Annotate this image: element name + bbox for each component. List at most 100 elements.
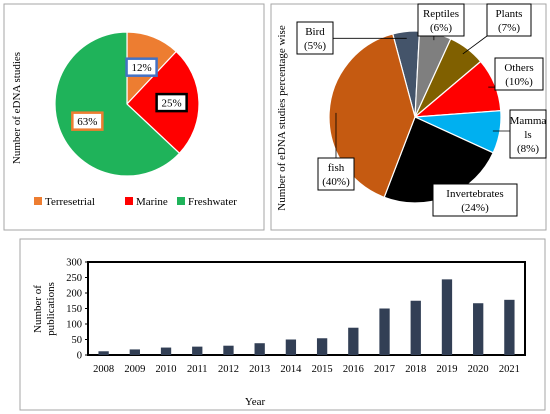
legend-label-marine: Marine xyxy=(136,196,168,208)
bar-2009 xyxy=(129,349,140,355)
callout-box-plants xyxy=(486,3,532,37)
pie-chart-taxa xyxy=(328,30,502,204)
bar-2008 xyxy=(98,351,109,355)
callout-name-invertebrates: Invertebrates xyxy=(446,188,503,200)
pie-slice-freshwater xyxy=(54,31,181,177)
callout-invertebrates: Invertebrates (24%) xyxy=(432,183,518,217)
panel-b-ylabel: Number of eDNA studies percentage wise xyxy=(276,25,288,211)
callout-name-plants: Plants xyxy=(496,8,523,20)
legend-item-freshwater: Freshwater xyxy=(177,196,237,208)
callout-pct-fish: (40%) xyxy=(322,176,350,188)
callout-box-fish xyxy=(317,157,355,191)
callout-leader-plants xyxy=(462,35,488,55)
callout-name-bird: Bird xyxy=(305,26,325,38)
bar-x-axis: 2008 2009 2010 2011 2012 2013 2014 2015 2016 2017… xyxy=(93,364,520,375)
x-tick-label-2018: 2018 xyxy=(405,364,426,375)
x-tick-label-2017: 2017 xyxy=(374,364,395,375)
callout-pct-bird: (5%) xyxy=(304,40,326,52)
panel-b: Number of eDNA studies percentage wise B… xyxy=(270,3,547,231)
callout-pct-invertebrates: (24%) xyxy=(461,202,489,214)
legend-label-freshwater: Freshwater xyxy=(188,196,237,208)
callout-box-invertebrates xyxy=(432,183,518,217)
bar-2019 xyxy=(441,279,453,355)
bar-2013 xyxy=(254,343,265,355)
taxa-callouts: Bird (5%) Reptiles (6%) Plants (7%) Others (10%… xyxy=(296,3,547,217)
legend-swatch-terresetrial xyxy=(34,197,42,205)
callout-bird: Bird (5%) xyxy=(296,21,407,55)
pie-label-freshwater: 63% xyxy=(77,116,97,128)
callout-reptiles: Reptiles (6%) xyxy=(417,3,465,41)
pie-slice-fish xyxy=(328,33,416,199)
legend-item-terresetrial: Terresetrial xyxy=(34,196,95,208)
x-tick-label-2013: 2013 xyxy=(249,364,270,375)
legend-swatch-freshwater xyxy=(177,197,185,205)
x-tick-label-2015: 2015 xyxy=(312,364,333,375)
callout-name-mammals: ls xyxy=(524,129,531,141)
callout-box-others xyxy=(494,57,544,91)
x-tick-label-2010: 2010 xyxy=(156,364,177,375)
x-tick-label-2019: 2019 xyxy=(436,364,457,375)
bar-2014 xyxy=(285,339,297,355)
callout-box-bird xyxy=(296,21,334,55)
bar-2015 xyxy=(316,338,328,355)
y-tick-label-0: 0 xyxy=(77,351,82,362)
callout-pct-mammals: (8%) xyxy=(517,143,539,155)
bar-2020 xyxy=(473,303,484,355)
pie-label-marine: 25% xyxy=(162,98,182,110)
y-tick-label-200: 200 xyxy=(66,289,82,300)
bar-2017 xyxy=(379,308,390,355)
callout-plants: Plants (7%) xyxy=(462,3,532,55)
callout-fish: fish (40%) xyxy=(317,112,355,191)
callout-others: Others (10%) xyxy=(488,57,544,91)
callout-name-reptiles: Reptiles xyxy=(423,8,459,20)
bar-y-axis: 0 50 100 150 200 250 300 xyxy=(66,258,88,362)
bar-xlabel: Year xyxy=(245,396,266,408)
x-tick-label-2020: 2020 xyxy=(468,364,489,375)
bar-2018 xyxy=(410,300,421,355)
y-tick-label-250: 250 xyxy=(66,273,82,284)
bar-ylabel-line-1: Number of xyxy=(32,285,44,333)
panel-a-ylabel: Number of eDNA studies xyxy=(11,52,23,164)
x-tick-label-2011: 2011 xyxy=(187,364,208,375)
x-tick-label-2012: 2012 xyxy=(218,364,239,375)
callout-box-reptiles xyxy=(417,3,465,37)
bar-2011 xyxy=(192,346,203,355)
callout-pct-others: (10%) xyxy=(505,76,533,88)
x-tick-label-2016: 2016 xyxy=(343,364,364,375)
x-tick-label-2021: 2021 xyxy=(499,364,520,375)
legend-label-terresetrial: Terresetrial xyxy=(45,196,95,208)
callout-box-mammals xyxy=(509,109,547,159)
panel-a: Number of eDNA studies 12% 25% 63% Terrese… xyxy=(3,3,265,231)
pie-label-terresetrial: 12% xyxy=(131,62,151,74)
x-tick-label-2008: 2008 xyxy=(93,364,114,375)
callout-name-others: Others xyxy=(504,62,533,74)
x-tick-label-2014: 2014 xyxy=(280,364,302,375)
bar-2012 xyxy=(223,345,234,355)
y-tick-label-300: 300 xyxy=(66,258,82,269)
callout-name-fish: fish xyxy=(328,162,345,174)
legend-habitat: Terresetrial Marine Freshwater xyxy=(34,196,237,208)
bar-2016 xyxy=(348,327,359,355)
pie-label-box-marine xyxy=(155,92,188,113)
bar-2010 xyxy=(160,347,172,355)
legend-item-marine: Marine xyxy=(125,196,168,208)
bar-ylabel-line-2: publications xyxy=(45,282,57,336)
panel-c-border xyxy=(19,238,546,411)
bar-2021 xyxy=(504,299,515,355)
callout-pct-reptiles: (6%) xyxy=(430,22,452,34)
bar-ylabel: Number of publications xyxy=(32,282,57,336)
callout-mammals: Mamma ls (8%) xyxy=(492,109,547,159)
pie-label-box-terresetrial xyxy=(125,57,158,77)
pie-chart-habitat: 12% 25% 63% xyxy=(54,31,200,177)
callout-pct-plants: (7%) xyxy=(498,22,520,34)
panel-c: Number of publications 0 50 100 150 200 250 30… xyxy=(19,238,546,411)
x-tick-label-2009: 2009 xyxy=(124,364,145,375)
legend-swatch-marine xyxy=(125,197,133,205)
bar-series xyxy=(98,279,515,355)
pie-label-box-freshwater xyxy=(71,111,104,131)
y-tick-label-150: 150 xyxy=(66,304,82,315)
callout-name-mammals: Mamma xyxy=(510,115,547,127)
y-tick-label-50: 50 xyxy=(72,335,83,346)
y-tick-label-100: 100 xyxy=(66,320,82,331)
